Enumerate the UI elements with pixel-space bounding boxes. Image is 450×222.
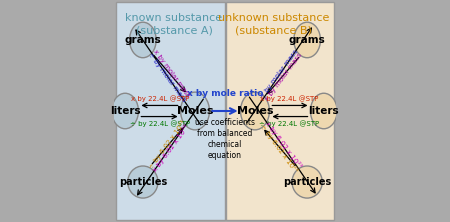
Text: use coefficients
from balanced
chemical
equation: use coefficients from balanced chemical … xyxy=(195,118,255,160)
Text: x by 6.02 x 10²³: x by 6.02 x 10²³ xyxy=(264,120,302,170)
Text: particles: particles xyxy=(283,177,331,187)
Text: x by mole ratio: x by mole ratio xyxy=(187,89,263,98)
Bar xyxy=(116,2,225,220)
Text: x by 22.4L @STP: x by 22.4L @STP xyxy=(131,95,189,102)
Ellipse shape xyxy=(292,166,322,198)
Bar xyxy=(226,2,334,220)
Text: ÷ by 22.4L @STP: ÷ by 22.4L @STP xyxy=(130,120,190,127)
Ellipse shape xyxy=(128,166,158,198)
Ellipse shape xyxy=(241,92,270,130)
Ellipse shape xyxy=(130,22,156,58)
Text: Moles: Moles xyxy=(237,106,273,116)
Text: x by molar mass: x by molar mass xyxy=(152,49,191,99)
Text: ÷ by 6.02 x 10²³: ÷ by 6.02 x 10²³ xyxy=(259,123,299,173)
Text: ÷ by 6.02 x 10²³: ÷ by 6.02 x 10²³ xyxy=(147,120,187,170)
Text: ÷ by molar mass: ÷ by molar mass xyxy=(259,48,299,100)
Text: x by molar mass: x by molar mass xyxy=(264,52,303,102)
Text: liters: liters xyxy=(309,106,339,116)
Text: unknown substance
(substance B): unknown substance (substance B) xyxy=(218,13,329,36)
Text: known substance
(substance A): known substance (substance A) xyxy=(126,13,222,36)
Text: particles: particles xyxy=(119,177,167,187)
Ellipse shape xyxy=(310,93,337,129)
Text: grams: grams xyxy=(125,35,161,45)
Text: ÷ by 22.4L @STP: ÷ by 22.4L @STP xyxy=(259,120,320,127)
Text: x by 6.02 x 10²³: x by 6.02 x 10²³ xyxy=(152,123,190,173)
Text: Moles: Moles xyxy=(177,106,213,116)
Text: grams: grams xyxy=(289,35,325,45)
Text: x by 22.4L @STP: x by 22.4L @STP xyxy=(260,95,319,102)
Ellipse shape xyxy=(180,92,209,130)
Text: ÷ by molar mass: ÷ by molar mass xyxy=(147,51,187,103)
Text: liters: liters xyxy=(110,106,140,116)
Ellipse shape xyxy=(112,93,139,129)
Ellipse shape xyxy=(294,22,320,58)
